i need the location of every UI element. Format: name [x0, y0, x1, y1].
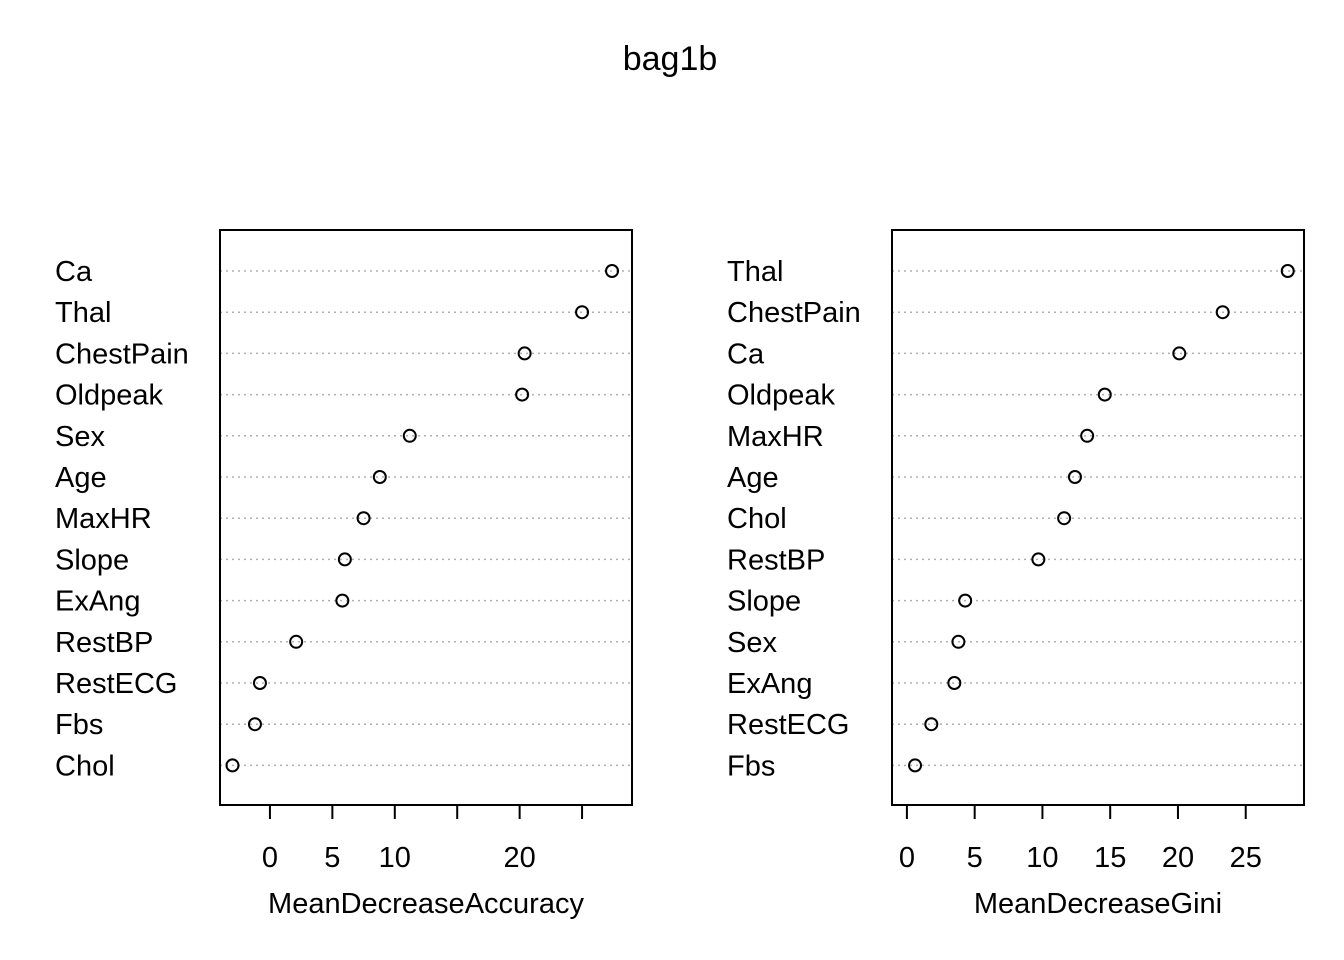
data-point [402, 428, 417, 443]
data-point [225, 758, 240, 773]
data-point [515, 387, 530, 402]
category-label: ExAng [727, 668, 812, 700]
data-point [517, 346, 532, 361]
x-tick-label: 20 [504, 842, 536, 874]
category-label: Sex [55, 421, 105, 453]
category-label: RestBP [727, 544, 825, 576]
category-label: Age [55, 462, 107, 494]
category-label: MaxHR [55, 503, 152, 535]
category-label: Chol [727, 503, 787, 535]
x-tick-label: 25 [1230, 842, 1262, 874]
data-point [958, 593, 973, 608]
data-point [335, 593, 350, 608]
category-label: Thal [727, 256, 783, 288]
category-label: ChestPain [727, 297, 861, 329]
category-label: Oldpeak [55, 380, 164, 412]
category-label: Fbs [55, 709, 103, 741]
data-point [605, 264, 620, 278]
category-label: ExAng [55, 586, 140, 618]
x-tick-label: 20 [1162, 842, 1194, 874]
category-label: Chol [55, 750, 115, 782]
x-tick-label: 10 [379, 842, 411, 874]
data-point [575, 305, 590, 320]
data-point [372, 470, 387, 484]
x-axis-label: MeanDecreaseAccuracy [268, 888, 584, 920]
category-label: Ca [727, 338, 765, 370]
plot-frame [219, 229, 633, 806]
data-point [1215, 305, 1230, 320]
category-label: Thal [55, 297, 111, 329]
category-label: Slope [55, 544, 129, 576]
data-point [951, 634, 966, 649]
x-tick-label: 5 [324, 842, 340, 874]
data-point [1067, 470, 1082, 484]
category-label: Fbs [727, 750, 775, 782]
data-point [1280, 264, 1295, 278]
category-label: Age [727, 462, 779, 494]
category-label: Ca [55, 256, 93, 288]
category-label: RestECG [727, 709, 849, 741]
panel-mean-decrease-gini: Thal ChestPain Ca Oldpeak MaxHR Age Chol RestBP… [727, 229, 1305, 920]
x-axis-label: MeanDecreaseGini [974, 888, 1222, 920]
data-point [252, 676, 267, 690]
plot-frame [891, 229, 1305, 806]
data-point [1031, 552, 1046, 567]
x-tick-label: 10 [1026, 842, 1058, 874]
data-point [908, 758, 923, 773]
x-tick-label: 5 [967, 842, 983, 874]
category-label: Oldpeak [727, 380, 836, 412]
x-tick-label: 15 [1094, 842, 1126, 874]
category-label: RestECG [55, 668, 177, 700]
chart-title: bag1b [623, 40, 718, 78]
data-point [1097, 387, 1112, 402]
category-label: ChestPain [55, 338, 189, 370]
category-label: MaxHR [727, 421, 824, 453]
data-point [947, 676, 962, 690]
category-label: Slope [727, 586, 801, 618]
data-point [289, 634, 304, 649]
panel-mean-decrease-accuracy: Ca Thal ChestPain Oldpeak Sex Age MaxHR Slope Ex… [55, 229, 633, 920]
x-tick-label: 0 [262, 842, 278, 874]
data-point [1057, 511, 1072, 526]
data-point [1080, 428, 1095, 443]
data-point [337, 552, 352, 567]
data-point [924, 717, 939, 732]
data-point [1172, 346, 1187, 361]
data-point [356, 511, 371, 526]
x-tick-label: 0 [899, 842, 915, 874]
category-label: RestBP [55, 627, 153, 659]
data-point [247, 717, 262, 732]
category-label: Sex [727, 627, 777, 659]
